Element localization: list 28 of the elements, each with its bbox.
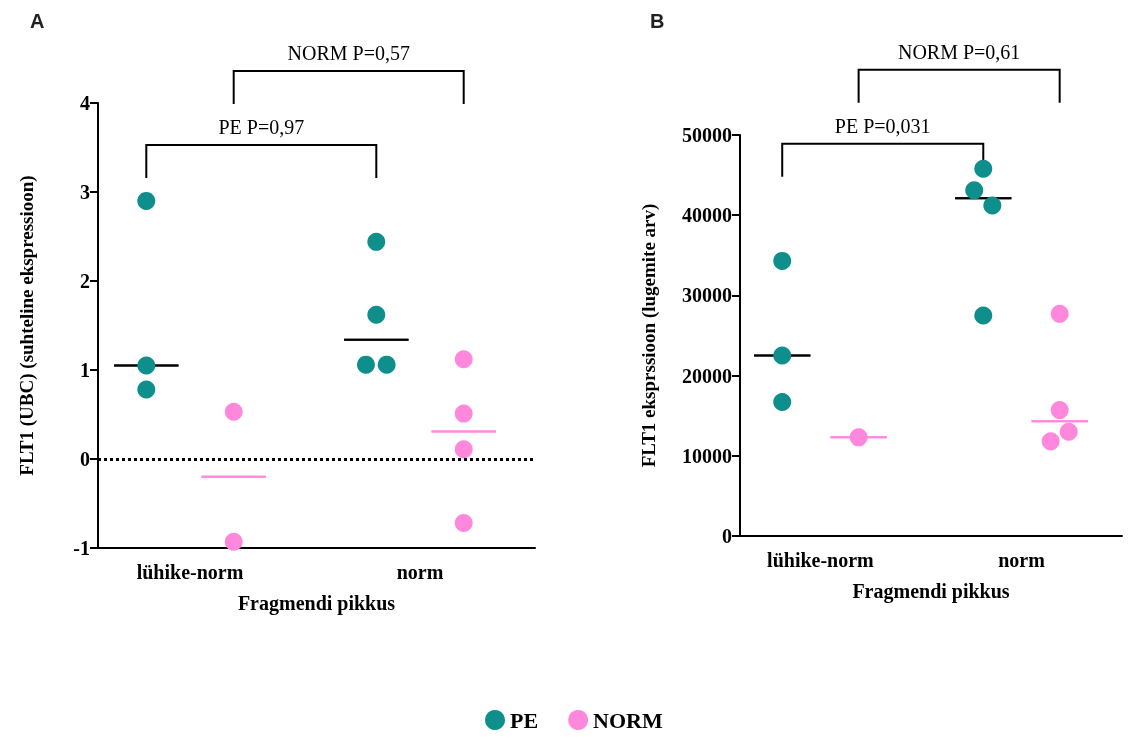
y-tick-label: 30000 (682, 284, 732, 307)
text: NORM P=0,57 (287, 42, 410, 64)
y-tick-label: 2 (80, 270, 90, 292)
y-tick-label: 50000 (682, 124, 732, 146)
x-tick-label: norm (998, 549, 1046, 571)
x-axis-title: Fragmendi pikkus (852, 580, 1010, 603)
y-tick-label: 10000 (682, 444, 732, 467)
y-axis-title: FLT1 eksprssioon (lugemite arv) (638, 203, 660, 468)
x-tick-label: lühike-norm (767, 549, 875, 571)
x-tick-label: lühike-norm (136, 561, 244, 583)
y-tick-label: 40000 (682, 204, 732, 227)
chart-title: A (30, 10, 45, 32)
y-tick-label: 4 (80, 92, 90, 114)
x-tick-label: norm (396, 561, 444, 583)
text: NORM P=0,61 (897, 40, 1021, 63)
legend-label: NORM (593, 707, 663, 733)
y-tick-label: -1 (73, 537, 90, 559)
chart-title: B (650, 10, 665, 32)
annotation: PE P=0,97 (218, 116, 305, 138)
y-axis-title: FLT1 (UBC) (suhteline ekspressioon) (16, 175, 38, 476)
y-tick-label: 1 (80, 359, 90, 381)
y-tick-label: 0 (80, 448, 90, 470)
y-tick-label: 20000 (682, 364, 732, 387)
y-tick-label: 0 (722, 525, 732, 547)
legend-label: PE (510, 707, 539, 733)
annotation: PE P=0,031 (834, 114, 931, 137)
y-tick-label: 3 (80, 181, 90, 203)
x-axis-title: Fragmendi pikkus (237, 592, 396, 615)
